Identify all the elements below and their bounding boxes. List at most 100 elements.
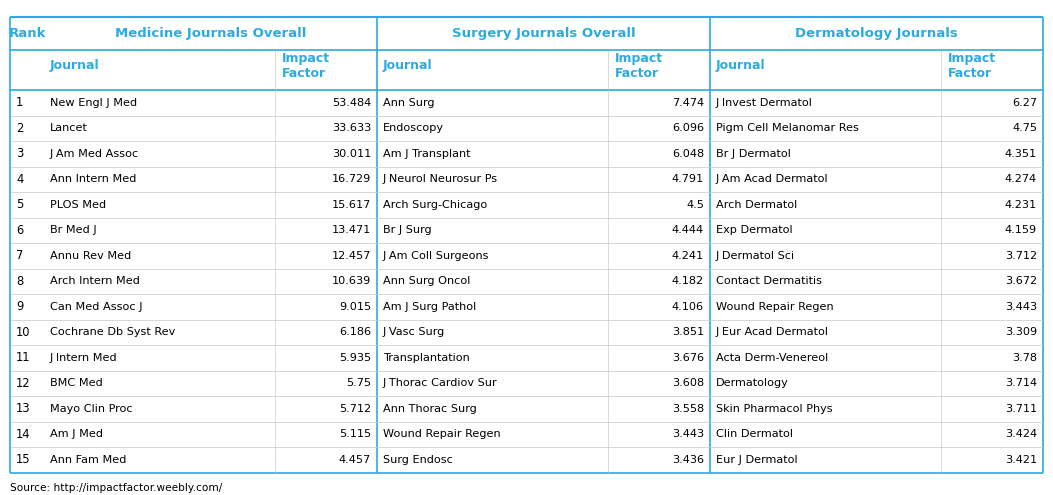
Text: 10.639: 10.639 xyxy=(332,276,371,286)
Text: Cochrane Db Syst Rev: Cochrane Db Syst Rev xyxy=(49,327,175,337)
Text: 3.672: 3.672 xyxy=(1005,276,1037,286)
Text: Impact
Factor: Impact Factor xyxy=(615,52,662,80)
Text: Medicine Journals Overall: Medicine Journals Overall xyxy=(115,27,306,40)
Text: 30.011: 30.011 xyxy=(332,149,371,159)
Text: 53.484: 53.484 xyxy=(332,98,371,108)
Text: J Thorac Cardiov Sur: J Thorac Cardiov Sur xyxy=(383,378,498,388)
Text: Am J Med: Am J Med xyxy=(49,429,103,439)
Text: 16.729: 16.729 xyxy=(332,174,371,184)
Text: Surgery Journals Overall: Surgery Journals Overall xyxy=(452,27,635,40)
Text: Journal: Journal xyxy=(383,59,433,72)
Text: Wound Repair Regen: Wound Repair Regen xyxy=(716,302,834,312)
Text: 7: 7 xyxy=(16,249,23,262)
Text: 4.457: 4.457 xyxy=(339,455,371,465)
Text: 4.159: 4.159 xyxy=(1005,225,1037,235)
Text: 3.714: 3.714 xyxy=(1005,378,1037,388)
Text: J Invest Dermatol: J Invest Dermatol xyxy=(716,98,813,108)
Text: Arch Surg-Chicago: Arch Surg-Chicago xyxy=(383,200,488,210)
Text: 5.75: 5.75 xyxy=(346,378,371,388)
Text: 33.633: 33.633 xyxy=(332,123,371,133)
Text: J Vasc Surg: J Vasc Surg xyxy=(383,327,445,337)
Text: 3.558: 3.558 xyxy=(672,404,704,414)
Text: J Dermatol Sci: J Dermatol Sci xyxy=(716,251,795,261)
Text: Clin Dermatol: Clin Dermatol xyxy=(716,429,793,439)
Text: Dermatology: Dermatology xyxy=(716,378,789,388)
Text: Wound Repair Regen: Wound Repair Regen xyxy=(383,429,500,439)
Text: 3: 3 xyxy=(16,147,23,160)
Text: BMC Med: BMC Med xyxy=(49,378,103,388)
Text: Arch Dermatol: Arch Dermatol xyxy=(716,200,797,210)
Text: 12.457: 12.457 xyxy=(332,251,371,261)
Text: Exp Dermatol: Exp Dermatol xyxy=(716,225,793,235)
Text: 15: 15 xyxy=(16,453,31,466)
Text: 7.474: 7.474 xyxy=(672,98,704,108)
Text: Endoscopy: Endoscopy xyxy=(383,123,444,133)
Text: 4: 4 xyxy=(16,173,23,186)
Text: 5.712: 5.712 xyxy=(339,404,371,414)
Text: Transplantation: Transplantation xyxy=(383,353,470,363)
Text: Rank: Rank xyxy=(8,27,45,40)
Text: 9.015: 9.015 xyxy=(339,302,371,312)
Text: 3.443: 3.443 xyxy=(1005,302,1037,312)
Text: 4.231: 4.231 xyxy=(1005,200,1037,210)
Text: 3.851: 3.851 xyxy=(672,327,704,337)
Text: 6: 6 xyxy=(16,224,23,237)
Text: Impact
Factor: Impact Factor xyxy=(948,52,995,80)
Text: J Am Coll Surgeons: J Am Coll Surgeons xyxy=(383,251,490,261)
Text: 13.471: 13.471 xyxy=(332,225,371,235)
Text: 8: 8 xyxy=(16,275,23,288)
Text: 4.75: 4.75 xyxy=(1012,123,1037,133)
Text: 4.241: 4.241 xyxy=(672,251,704,261)
Text: Source: http://impactfactor.weebly.com/: Source: http://impactfactor.weebly.com/ xyxy=(9,483,222,493)
Text: J Neurol Neurosur Ps: J Neurol Neurosur Ps xyxy=(383,174,498,184)
Text: Am J Transplant: Am J Transplant xyxy=(383,149,471,159)
Text: 3.608: 3.608 xyxy=(672,378,704,388)
Text: Lancet: Lancet xyxy=(49,123,87,133)
Text: 4.791: 4.791 xyxy=(672,174,704,184)
Text: Ann Intern Med: Ann Intern Med xyxy=(49,174,137,184)
Text: J Am Med Assoc: J Am Med Assoc xyxy=(49,149,139,159)
Text: 6.096: 6.096 xyxy=(672,123,704,133)
Text: 13: 13 xyxy=(16,402,31,415)
Text: Eur J Dermatol: Eur J Dermatol xyxy=(716,455,797,465)
Text: 6.186: 6.186 xyxy=(339,327,371,337)
Text: 3.424: 3.424 xyxy=(1005,429,1037,439)
Text: 14: 14 xyxy=(16,428,31,441)
Text: Mayo Clin Proc: Mayo Clin Proc xyxy=(49,404,133,414)
Text: 3.676: 3.676 xyxy=(672,353,704,363)
Text: Contact Dermatitis: Contact Dermatitis xyxy=(716,276,822,286)
Text: 1: 1 xyxy=(16,96,23,109)
Text: J Eur Acad Dermatol: J Eur Acad Dermatol xyxy=(716,327,829,337)
Text: Journal: Journal xyxy=(716,59,766,72)
Text: Acta Derm-Venereol: Acta Derm-Venereol xyxy=(716,353,829,363)
Text: 3.712: 3.712 xyxy=(1005,251,1037,261)
Text: 4.182: 4.182 xyxy=(672,276,704,286)
Text: 3.78: 3.78 xyxy=(1012,353,1037,363)
Text: Ann Fam Med: Ann Fam Med xyxy=(49,455,126,465)
Text: 3.309: 3.309 xyxy=(1005,327,1037,337)
Text: 6.27: 6.27 xyxy=(1012,98,1037,108)
Text: 3.443: 3.443 xyxy=(672,429,704,439)
Text: Br J Surg: Br J Surg xyxy=(383,225,432,235)
Text: Br J Dermatol: Br J Dermatol xyxy=(716,149,791,159)
Text: PLOS Med: PLOS Med xyxy=(49,200,106,210)
Text: J Intern Med: J Intern Med xyxy=(49,353,118,363)
Text: 4.444: 4.444 xyxy=(672,225,704,235)
Text: 5.115: 5.115 xyxy=(339,429,371,439)
Text: 4.5: 4.5 xyxy=(687,200,704,210)
Text: Am J Surg Pathol: Am J Surg Pathol xyxy=(383,302,476,312)
Text: Impact
Factor: Impact Factor xyxy=(281,52,330,80)
Text: 4.274: 4.274 xyxy=(1005,174,1037,184)
Text: Annu Rev Med: Annu Rev Med xyxy=(49,251,132,261)
Text: Journal: Journal xyxy=(49,59,100,72)
Text: 6.048: 6.048 xyxy=(672,149,704,159)
Text: 3.711: 3.711 xyxy=(1005,404,1037,414)
Text: 5.935: 5.935 xyxy=(339,353,371,363)
Text: 12: 12 xyxy=(16,377,31,390)
Text: Surg Endosc: Surg Endosc xyxy=(383,455,453,465)
Text: 3.421: 3.421 xyxy=(1005,455,1037,465)
Text: Ann Surg Oncol: Ann Surg Oncol xyxy=(383,276,471,286)
Text: Br Med J: Br Med J xyxy=(49,225,97,235)
Text: Skin Pharmacol Phys: Skin Pharmacol Phys xyxy=(716,404,833,414)
Text: 10: 10 xyxy=(16,326,31,339)
